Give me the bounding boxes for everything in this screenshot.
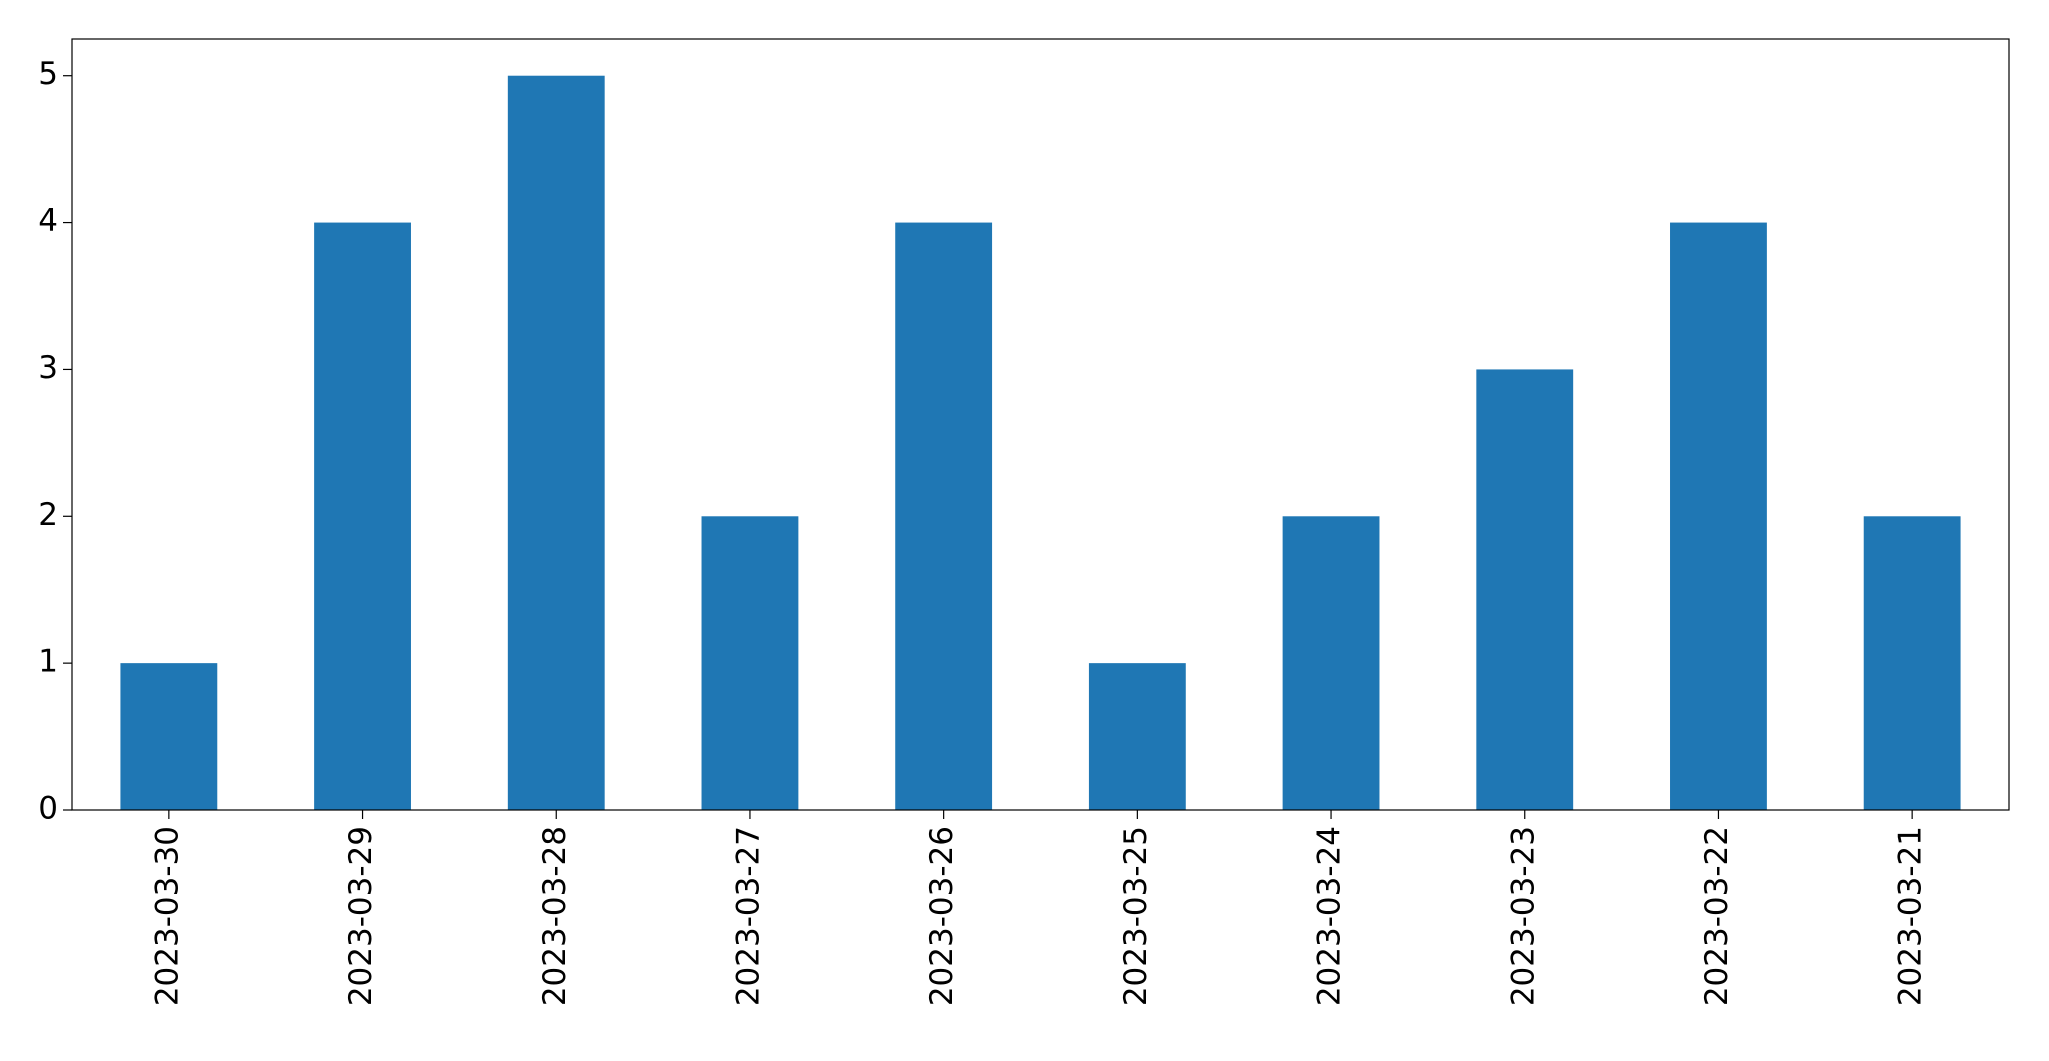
bar [1282,516,1380,810]
bar [120,663,218,810]
bar [1863,516,1961,810]
y-tick-label: 1 [38,644,58,680]
plot-frame [71,38,2010,811]
bar [1670,222,1767,811]
x-tick-label: 2023-03-29 [343,826,379,1006]
bar [314,222,411,811]
x-tick-label: 2023-03-28 [537,826,573,1006]
bar [507,75,605,810]
x-tick-label: 2023-03-22 [1699,826,1735,1006]
x-tick-label: 2023-03-23 [1505,826,1541,1006]
bar [1088,663,1186,810]
y-tick-label: 2 [38,497,58,533]
x-tick-label: 2023-03-24 [1312,826,1348,1006]
y-tick-label: 5 [38,56,58,92]
x-tick-label: 2023-03-27 [730,826,766,1006]
y-tick-label: 4 [38,203,58,239]
y-tick-label: 3 [38,350,58,386]
bar [701,516,799,810]
x-tick-label: 2023-03-30 [149,826,185,1006]
bar [1476,369,1574,810]
y-tick-label: 0 [38,791,58,827]
bar [895,222,993,811]
x-tick-label: 2023-03-26 [924,826,960,1006]
x-tick-label: 2023-03-21 [1893,826,1929,1006]
x-tick-label: 2023-03-25 [1118,826,1154,1006]
